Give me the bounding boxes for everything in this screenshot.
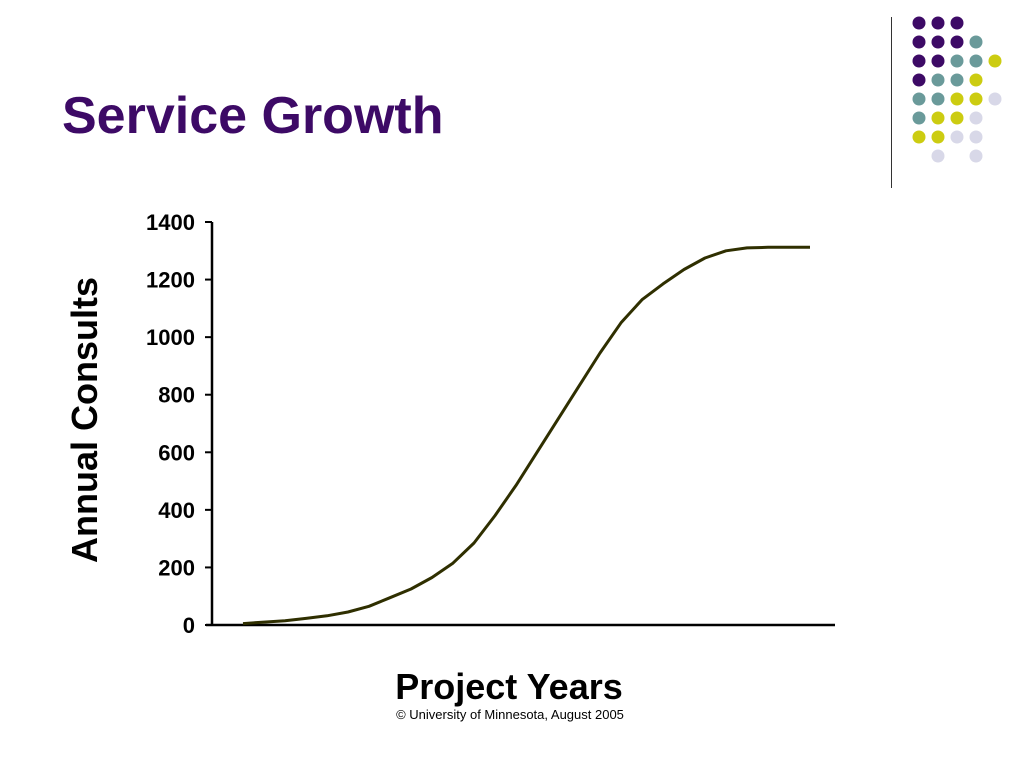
decor-dot (950, 111, 964, 125)
decor-dot (969, 149, 983, 163)
y-tick-label: 0 (183, 613, 195, 638)
y-tick-label: 1200 (146, 268, 195, 293)
y-tick-label: 600 (158, 440, 195, 465)
decor-dot (912, 54, 926, 68)
decor-dot (912, 111, 926, 125)
decor-dot (931, 92, 945, 106)
decor-dot (950, 54, 964, 68)
decor-dot (931, 54, 945, 68)
decor-dot (931, 149, 945, 163)
decor-dot (931, 111, 945, 125)
x-axis-label: Project Years (395, 666, 623, 707)
header-divider (891, 17, 892, 188)
decor-dot (931, 73, 945, 87)
decor-dot (988, 54, 1002, 68)
y-tick-label: 800 (158, 383, 195, 408)
copyright-footer: © University of Minnesota, August 2005 (396, 707, 624, 722)
slide-title: Service Growth (62, 87, 444, 145)
decor-dot (931, 16, 945, 30)
decor-dot (969, 92, 983, 106)
decor-dot (969, 111, 983, 125)
decor-dot (950, 92, 964, 106)
decor-dot (950, 73, 964, 87)
decor-dot (950, 130, 964, 144)
decorative-dot-grid (912, 16, 1002, 163)
decor-dot (931, 35, 945, 49)
decor-dot (969, 73, 983, 87)
decor-dot (912, 92, 926, 106)
decor-dot (969, 54, 983, 68)
decor-dot (912, 16, 926, 30)
y-tick-label: 1000 (146, 325, 195, 350)
decor-dot (912, 73, 926, 87)
decor-dot (969, 35, 983, 49)
decor-dot (912, 35, 926, 49)
y-tick-label: 200 (158, 555, 195, 580)
decor-dot (950, 35, 964, 49)
decor-dot (931, 130, 945, 144)
decor-dot (950, 16, 964, 30)
decor-dot (912, 130, 926, 144)
decor-dot (969, 130, 983, 144)
y-tick-label: 1400 (146, 210, 195, 235)
y-tick-label: 400 (158, 498, 195, 523)
decor-dot (988, 92, 1002, 106)
y-axis-label: Annual Consults (64, 277, 105, 563)
series-line (242, 245, 810, 626)
